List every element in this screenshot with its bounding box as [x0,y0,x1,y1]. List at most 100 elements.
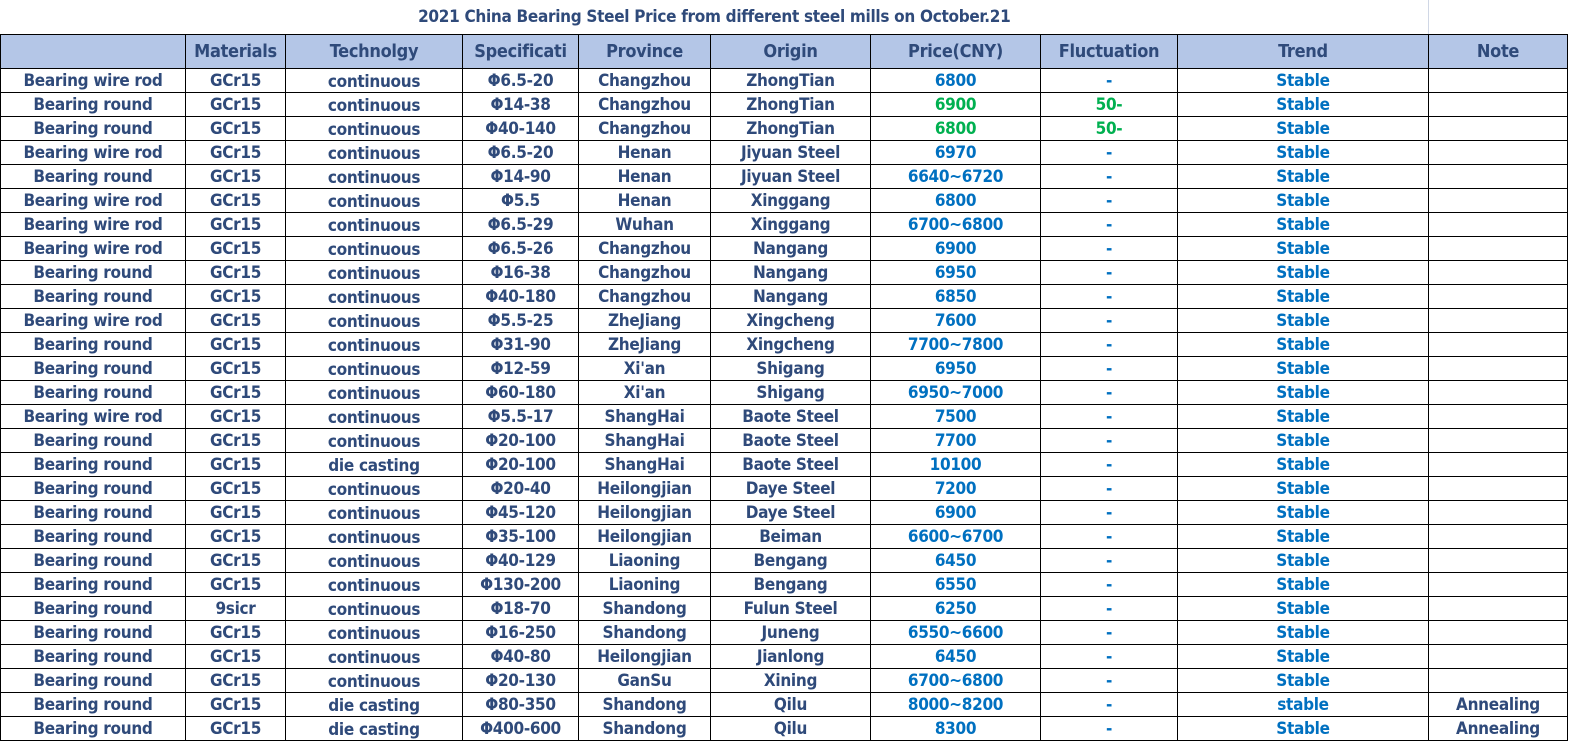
cell-province[interactable]: Shandong [578,692,711,717]
cell-price[interactable]: 7200 [870,476,1041,501]
cell-origin[interactable]: Bengang [710,548,871,573]
cell-fluctuation[interactable]: - [1040,140,1178,165]
cell-note[interactable] [1428,212,1568,237]
cell-price[interactable]: 6800 [870,68,1041,93]
cell-price[interactable]: 6950 [870,260,1041,285]
cell-technology[interactable]: die casting [285,716,463,741]
cell-origin[interactable]: Daye Steel [710,500,871,525]
cell-specification[interactable]: Φ40-140 [462,116,579,141]
cell-specification[interactable]: Φ60-180 [462,380,579,405]
cell-materials[interactable]: GCr15 [185,620,286,645]
cell-materials[interactable]: GCr15 [185,212,286,237]
cell-fluctuation[interactable]: - [1040,260,1178,285]
cell-note[interactable] [1428,644,1568,669]
cell-province[interactable]: Heilongjian [578,476,711,501]
cell-price[interactable]: 10100 [870,452,1041,477]
cell-technology[interactable]: continuous [285,212,463,237]
cell-fluctuation[interactable]: - [1040,428,1178,453]
cell-province[interactable]: ShangHai [578,428,711,453]
cell-origin[interactable]: Jiyuan Steel [710,164,871,189]
cell-product[interactable]: Bearing wire rod [0,188,186,213]
cell-origin[interactable]: Qilu [710,716,871,741]
cell-province[interactable]: Heilongjian [578,500,711,525]
cell-specification[interactable]: Φ6.5-29 [462,212,579,237]
cell-note[interactable] [1428,92,1568,117]
cell-specification[interactable]: Φ20-40 [462,476,579,501]
cell-note[interactable] [1428,356,1568,381]
cell-specification[interactable]: Φ5.5-25 [462,308,579,333]
cell-origin[interactable]: Jiyuan Steel [710,140,871,165]
cell-note[interactable] [1428,620,1568,645]
cell-price[interactable]: 6700~6800 [870,212,1041,237]
cell-origin[interactable]: Nangang [710,260,871,285]
cell-fluctuation[interactable]: - [1040,404,1178,429]
cell-technology[interactable]: continuous [285,644,463,669]
cell-product[interactable]: Bearing round [0,596,186,621]
cell-trend[interactable]: Stable [1177,476,1429,501]
cell-price[interactable]: 7500 [870,404,1041,429]
cell-price[interactable]: 6800 [870,188,1041,213]
cell-fluctuation[interactable]: 50- [1040,116,1178,141]
cell-note[interactable] [1428,284,1568,309]
cell-note[interactable] [1428,500,1568,525]
cell-trend[interactable]: Stable [1177,332,1429,357]
cell-materials[interactable]: GCr15 [185,692,286,717]
cell-product[interactable]: Bearing round [0,356,186,381]
cell-fluctuation[interactable]: - [1040,644,1178,669]
cell-fluctuation[interactable]: - [1040,164,1178,189]
cell-trend[interactable]: Stable [1177,116,1429,141]
cell-technology[interactable]: continuous [285,308,463,333]
cell-materials[interactable]: GCr15 [185,356,286,381]
cell-note[interactable] [1428,452,1568,477]
cell-origin[interactable]: Xining [710,668,871,693]
cell-note[interactable] [1428,404,1568,429]
cell-price[interactable]: 8000~8200 [870,692,1041,717]
cell-materials[interactable]: GCr15 [185,548,286,573]
cell-note[interactable] [1428,308,1568,333]
cell-technology[interactable]: continuous [285,140,463,165]
cell-province[interactable]: Changzhou [578,260,711,285]
cell-specification[interactable]: Φ20-100 [462,428,579,453]
cell-trend[interactable]: Stable [1177,356,1429,381]
cell-origin[interactable]: Xinggang [710,188,871,213]
cell-note[interactable]: Annealing [1428,716,1568,741]
header-materials[interactable]: Materials [185,34,286,69]
cell-product[interactable]: Bearing wire rod [0,140,186,165]
cell-product[interactable]: Bearing round [0,644,186,669]
cell-trend[interactable]: Stable [1177,572,1429,597]
cell-fluctuation[interactable]: - [1040,308,1178,333]
cell-materials[interactable]: GCr15 [185,260,286,285]
cell-fluctuation[interactable]: - [1040,236,1178,261]
cell-specification[interactable]: Φ14-90 [462,164,579,189]
cell-note[interactable] [1428,68,1568,93]
cell-trend[interactable]: Stable [1177,452,1429,477]
cell-product[interactable]: Bearing round [0,164,186,189]
cell-specification[interactable]: Φ5.5-17 [462,404,579,429]
cell-technology[interactable]: continuous [285,380,463,405]
cell-product[interactable]: Bearing round [0,548,186,573]
cell-technology[interactable]: continuous [285,68,463,93]
cell-note[interactable] [1428,188,1568,213]
cell-price[interactable]: 6800 [870,116,1041,141]
cell-specification[interactable]: Φ35-100 [462,524,579,549]
cell-origin[interactable]: Nangang [710,236,871,261]
cell-specification[interactable]: Φ14-38 [462,92,579,117]
cell-product[interactable]: Bearing round [0,668,186,693]
cell-trend[interactable]: Stable [1177,404,1429,429]
cell-origin[interactable]: Xingcheng [710,332,871,357]
cell-origin[interactable]: Jianlong [710,644,871,669]
cell-product[interactable]: Bearing round [0,716,186,741]
header-note[interactable]: Note [1428,34,1568,69]
header-specification[interactable]: Specificati [462,34,579,69]
cell-note[interactable] [1428,548,1568,573]
cell-technology[interactable]: die casting [285,452,463,477]
cell-province[interactable]: Henan [578,140,711,165]
cell-specification[interactable]: Φ400-600 [462,716,579,741]
cell-materials[interactable]: GCr15 [185,188,286,213]
cell-trend[interactable]: Stable [1177,68,1429,93]
cell-specification[interactable]: Φ5.5 [462,188,579,213]
cell-price[interactable]: 6900 [870,236,1041,261]
cell-fluctuation[interactable]: - [1040,476,1178,501]
cell-origin[interactable]: Fulun Steel [710,596,871,621]
cell-product[interactable]: Bearing wire rod [0,404,186,429]
